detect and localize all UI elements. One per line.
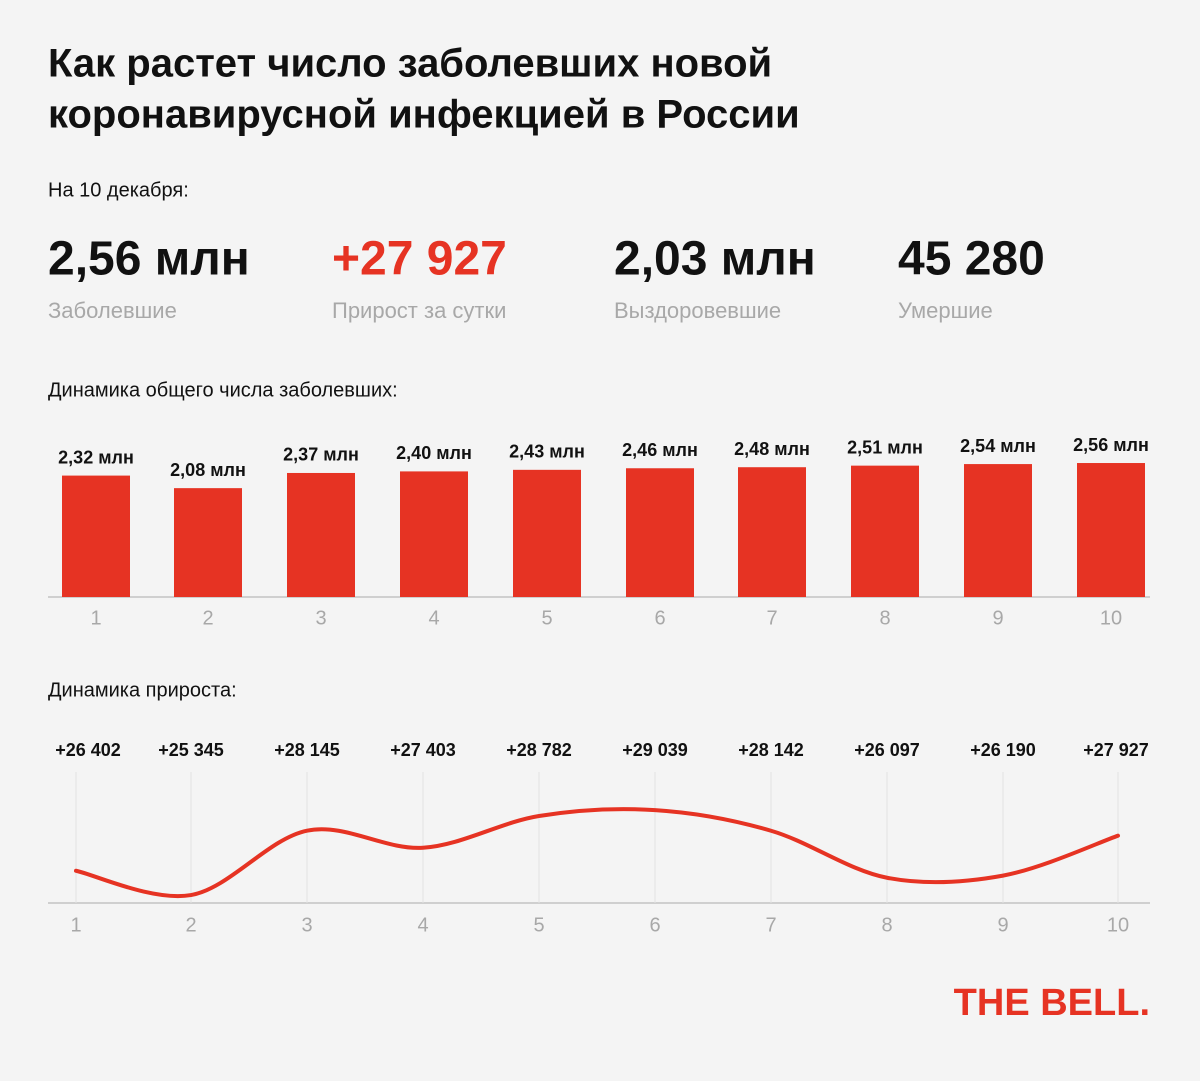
line	[74, 807, 1120, 899]
value-label: +28 142	[738, 740, 804, 760]
x-tick-label: 1	[90, 607, 101, 629]
x-tick-label: 6	[649, 914, 660, 936]
value-label: +28 145	[274, 740, 340, 760]
value-label: +25 345	[158, 740, 224, 760]
value-label: 2,40 млн	[396, 443, 472, 463]
chart-title: Динамика общего числа заболевших:	[48, 379, 398, 401]
bar	[626, 468, 694, 597]
x-tick-label: 4	[428, 607, 439, 629]
bar	[738, 467, 806, 597]
x-tick-label: 6	[654, 607, 665, 629]
date-label: На 10 декабря:	[48, 179, 189, 201]
value-label: +26 190	[970, 740, 1036, 760]
value-label: +27 403	[390, 740, 456, 760]
bar	[1077, 463, 1145, 597]
x-tick-label: 9	[997, 914, 1008, 936]
value-label: 2,54 млн	[960, 436, 1036, 456]
stat-value: 45 280	[898, 233, 1045, 286]
value-label: 2,46 млн	[622, 440, 698, 460]
value-label: 2,43 млн	[509, 442, 585, 462]
bar	[851, 465, 919, 597]
logo: THE BELL.	[954, 982, 1150, 1024]
stat-value: 2,03 млн	[614, 233, 816, 286]
bar	[174, 488, 242, 597]
bar	[400, 471, 468, 597]
value-label: 2,32 млн	[58, 447, 134, 467]
x-tick-label: 9	[992, 607, 1003, 629]
stat-label: Умершие	[898, 298, 993, 323]
value-label: +27 927	[1083, 740, 1149, 760]
stat-label: Выздоровевшие	[614, 298, 781, 323]
x-tick-label: 4	[417, 914, 428, 936]
x-tick-label: 8	[879, 607, 890, 629]
chart-title: Динамика прироста:	[48, 679, 237, 701]
x-tick-label: 5	[541, 607, 552, 629]
bar	[964, 464, 1032, 597]
x-tick-label: 1	[70, 914, 81, 936]
value-label: +28 782	[506, 740, 572, 760]
value-label: +26 097	[854, 740, 920, 760]
x-tick-label: 10	[1100, 607, 1122, 629]
value-label: 2,08 млн	[170, 460, 246, 480]
x-tick-label: 7	[765, 914, 776, 936]
stat-label: Прирост за сутки	[332, 298, 506, 323]
title-line: Как растет число заболевших новой	[48, 42, 772, 86]
x-tick-label: 3	[315, 607, 326, 629]
stat-value: +27 927	[332, 233, 507, 286]
value-label: +26 402	[55, 740, 121, 760]
stat-value: 2,56 млн	[48, 233, 250, 286]
x-tick-label: 2	[185, 914, 196, 936]
value-label: +29 039	[622, 740, 688, 760]
x-tick-label: 5	[533, 914, 544, 936]
x-tick-label: 3	[301, 914, 312, 936]
title-line: коронавирусной инфекцией в России	[48, 93, 800, 137]
x-tick-label: 7	[766, 607, 777, 629]
value-label: 2,56 млн	[1073, 435, 1149, 455]
bar	[287, 472, 355, 597]
value-label: 2,48 млн	[734, 439, 810, 459]
bar	[62, 475, 130, 597]
bar	[513, 469, 581, 597]
x-tick-label: 2	[202, 607, 213, 629]
value-label: 2,37 млн	[283, 445, 359, 465]
x-tick-label: 10	[1107, 914, 1129, 936]
x-tick-label: 8	[881, 914, 892, 936]
stat-label: Заболевшие	[48, 298, 177, 323]
value-label: 2,51 млн	[847, 437, 923, 457]
